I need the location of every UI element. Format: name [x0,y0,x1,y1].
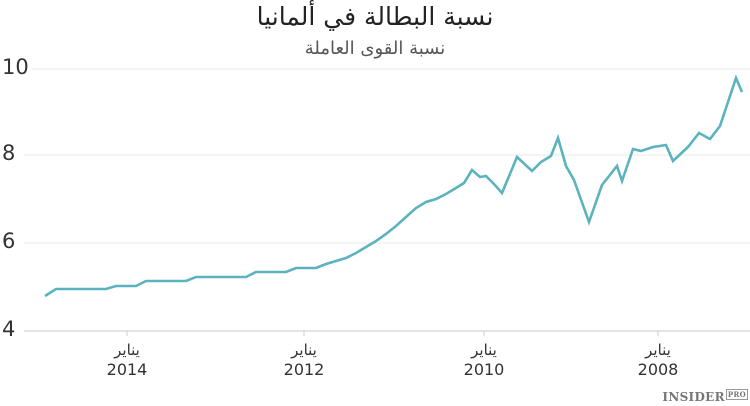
x-tick-month: يناير [291,341,317,359]
x-tick-2010: يناير 2010 [444,341,524,379]
y-tick-8: 8 [2,141,16,165]
x-tick-2012: يناير 2012 [264,341,344,379]
y-tick-6: 6 [2,229,16,253]
x-tick-month: يناير [645,341,671,359]
x-tick-year: 2012 [283,360,325,379]
brand-logo: INSIDER PRO [662,389,748,404]
brand-suffix: PRO [725,389,748,400]
x-tick-year: 2014 [106,360,148,379]
y-tick-10: 10 [2,55,29,79]
x-axis-ticks [126,331,659,336]
chart-title: نسبة البطالة في ألمانيا [256,2,494,31]
x-tick-year: 2008 [637,360,679,379]
unemployment-line [44,74,744,298]
brand-name: INSIDER [662,390,725,404]
y-tick-4: 4 [2,317,16,341]
x-tick-2014: يناير 2014 [87,341,167,379]
x-tick-month: يناير [471,341,497,359]
x-tick-year: 2010 [463,360,505,379]
x-tick-2008: يناير 2008 [618,341,698,379]
gridlines [24,68,750,332]
chart-subtitle: نسبة القوى العاملة [304,38,446,59]
x-tick-month: يناير [114,341,140,359]
